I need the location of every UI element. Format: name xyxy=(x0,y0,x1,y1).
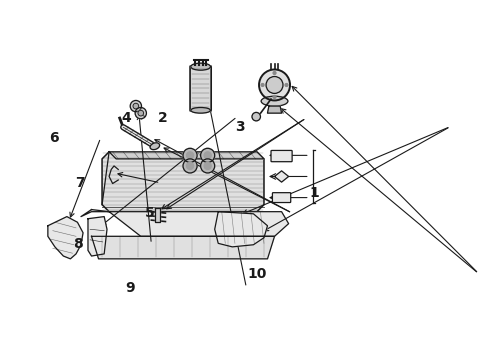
Ellipse shape xyxy=(150,143,160,150)
Polygon shape xyxy=(102,152,264,212)
Circle shape xyxy=(187,152,194,159)
Polygon shape xyxy=(92,236,274,259)
Polygon shape xyxy=(274,171,289,182)
Text: 1: 1 xyxy=(310,186,319,200)
Circle shape xyxy=(200,148,215,162)
FancyBboxPatch shape xyxy=(271,150,292,162)
Text: 7: 7 xyxy=(75,176,85,190)
Text: 9: 9 xyxy=(125,281,135,295)
Polygon shape xyxy=(155,208,161,222)
Circle shape xyxy=(204,152,211,159)
Circle shape xyxy=(130,100,142,112)
Ellipse shape xyxy=(191,108,211,113)
Polygon shape xyxy=(81,210,289,236)
Polygon shape xyxy=(109,152,264,159)
Circle shape xyxy=(204,162,211,170)
Circle shape xyxy=(261,84,264,86)
Polygon shape xyxy=(48,217,83,259)
Ellipse shape xyxy=(261,96,288,106)
FancyBboxPatch shape xyxy=(272,193,291,203)
Ellipse shape xyxy=(191,63,211,70)
FancyBboxPatch shape xyxy=(190,66,211,111)
Circle shape xyxy=(135,108,147,119)
Text: 3: 3 xyxy=(235,120,245,134)
Text: 8: 8 xyxy=(73,237,82,251)
Circle shape xyxy=(273,95,276,98)
Circle shape xyxy=(266,77,283,93)
Text: 10: 10 xyxy=(247,267,267,281)
Polygon shape xyxy=(88,217,107,256)
Text: 5: 5 xyxy=(145,206,155,220)
Polygon shape xyxy=(215,212,268,247)
Polygon shape xyxy=(268,106,282,113)
Circle shape xyxy=(200,159,215,173)
Circle shape xyxy=(138,110,144,116)
Circle shape xyxy=(183,159,197,173)
Circle shape xyxy=(187,162,194,170)
Circle shape xyxy=(259,69,290,100)
Circle shape xyxy=(183,148,197,162)
Circle shape xyxy=(252,112,261,121)
Circle shape xyxy=(273,72,276,75)
Text: 4: 4 xyxy=(121,111,131,125)
Text: 2: 2 xyxy=(158,111,168,125)
Circle shape xyxy=(285,84,288,86)
Circle shape xyxy=(133,103,139,109)
Text: 6: 6 xyxy=(49,131,58,145)
